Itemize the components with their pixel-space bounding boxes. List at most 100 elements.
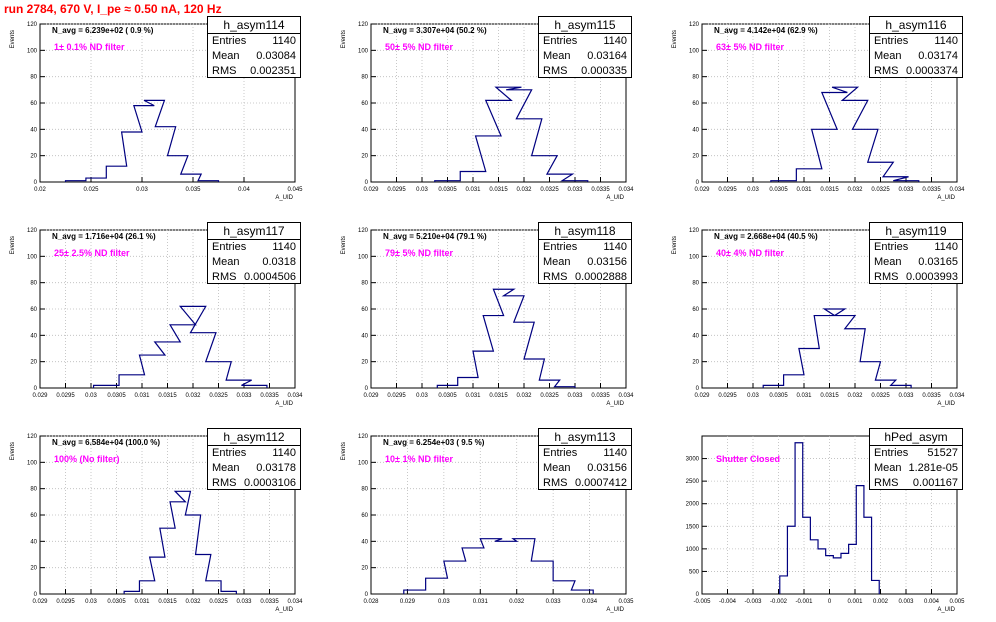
y-tick-label: 100 [689,48,700,54]
x-tick-label: 0.02 [34,187,46,193]
stats-label-mean: Mean [874,50,902,62]
y-axis-label: Events [10,442,16,460]
stats-row-entries: Entries 1140 [208,446,300,461]
x-axis-label: A_UID [937,195,955,201]
x-tick-label: 0.032 [847,187,863,193]
y-tick-label: 0 [34,180,38,186]
histogram-line [92,305,268,388]
x-tick-label: 0.0295 [718,393,737,399]
navg-label: N_avg = 6.254e+03 ( 9.5 %) [383,438,485,447]
x-tick-label: 0.028 [363,599,379,605]
x-tick-label: 0.03 [747,393,759,399]
y-axis-label: Events [10,30,16,48]
x-tick-label: 0.003 [898,599,914,605]
stats-row-rms: RMS 0.000335 [539,64,631,79]
stats-box: h_asym118 Entries 1140 Mean 0.03156 RMS 0.0002… [538,222,632,284]
y-tick-label: 40 [361,127,368,133]
navg-label: N_avg = 4.142e+04 (62.9 %) [714,26,818,35]
stats-value-rms: 0.000335 [581,65,627,77]
stats-label-mean: Mean [212,50,240,62]
x-tick-label: 0.0305 [438,187,457,193]
y-tick-label: 0 [34,386,38,392]
y-tick-label: 120 [358,434,369,440]
x-tick-label: 0.034 [287,599,303,605]
stats-value-entries: 1140 [934,241,958,253]
y-tick-label: 0 [365,180,369,186]
stats-title: h_asym113 [539,429,631,446]
x-tick-label: 0.0295 [56,599,75,605]
y-tick-label: 60 [361,513,368,519]
x-tick-label: 0.031 [796,187,812,193]
y-tick-label: 0 [696,592,700,598]
y-axis-label: Events [341,30,347,48]
stats-value-rms: 0.0003106 [244,477,296,489]
y-tick-label: 100 [358,460,369,466]
filter-annotation: 63± 5% ND filter [716,42,784,52]
stats-value-mean: 0.03174 [918,50,958,62]
x-tick-label: 0.0335 [922,393,941,399]
y-tick-label: 80 [361,281,368,287]
x-tick-label: -0.005 [693,599,711,605]
x-tick-label: 0.031 [465,393,481,399]
x-tick-label: 0.034 [618,393,634,399]
y-axis-label: Events [341,236,347,254]
x-axis-label: A_UID [606,195,624,201]
stats-row-entries: Entries 51527 [870,446,962,461]
y-tick-label: 0 [696,180,700,186]
stats-label-entries: Entries [874,447,909,459]
stats-box: h_asym115 Entries 1140 Mean 0.03164 RMS 0.0003… [538,16,632,78]
stats-row-mean: Mean 0.03084 [208,49,300,64]
y-tick-label: 40 [361,333,368,339]
navg-label: N_avg = 2.668e+04 (40.5 %) [714,232,818,241]
stats-row-rms: RMS 0.0003106 [208,476,300,491]
x-tick-label: 0.033 [567,187,583,193]
stats-label-mean: Mean [212,462,240,474]
stats-row-entries: Entries 1140 [870,34,962,49]
y-tick-label: 20 [361,360,368,366]
stats-label-mean: Mean [543,462,571,474]
histogram-line [434,86,589,182]
x-tick-label: 0.0305 [438,393,457,399]
stats-label-entries: Entries [874,241,909,253]
stats-label-entries: Entries [212,241,247,253]
x-axis-label: A_UID [606,401,624,407]
x-tick-label: -0.003 [744,599,762,605]
y-tick-label: 120 [27,434,38,440]
x-tick-label: 0.032 [516,393,532,399]
x-tick-label: 0.032 [185,393,201,399]
stats-row-rms: RMS 0.001167 [870,476,962,491]
stats-label-entries: Entries [543,447,578,459]
x-tick-label: 0.029 [400,599,416,605]
stats-row-entries: Entries 1140 [208,34,300,49]
x-tick-label: 0.032 [185,599,201,605]
y-tick-label: 0 [34,592,38,598]
x-tick-label: -0.001 [795,599,813,605]
stats-label-rms: RMS [543,65,568,77]
stats-row-mean: Mean 0.03165 [870,255,962,270]
histogram-line [770,86,920,182]
stats-title: h_asym116 [870,17,962,34]
y-tick-label: 40 [30,127,37,133]
x-tick-label: 0.034 [949,393,965,399]
histogram-panel-hPed_asym: 0 500 1000 1500 2000 2500 3000 -0.005 -0.004 -0.0… [686,428,965,613]
filter-annotation: 1± 0.1% ND filter [54,42,125,52]
stats-box: h_asym117 Entries 1140 Mean 0.0318 RMS 0.00045… [207,222,301,284]
stats-value-entries: 1140 [272,35,296,47]
y-tick-label: 20 [692,154,699,160]
x-tick-label: 0.0305 [769,187,788,193]
y-tick-label: 20 [30,360,37,366]
x-tick-label: 0.0325 [540,187,559,193]
stats-value-rms: 0.002351 [250,65,296,77]
x-tick-label: 0.032 [516,187,532,193]
x-tick-label: 0.0315 [158,393,177,399]
stats-row-mean: Mean 0.03164 [539,49,631,64]
y-tick-label: 80 [361,75,368,81]
navg-label: N_avg = 5.210e+04 (79.1 %) [383,232,487,241]
y-tick-label: 120 [358,228,369,234]
x-tick-label: 0.033 [236,393,252,399]
x-tick-label: 0.0315 [820,393,839,399]
x-tick-label: 0.025 [83,187,99,193]
y-tick-label: 80 [30,487,37,493]
stats-title: h_asym118 [539,223,631,240]
stats-title: h_asym119 [870,223,962,240]
